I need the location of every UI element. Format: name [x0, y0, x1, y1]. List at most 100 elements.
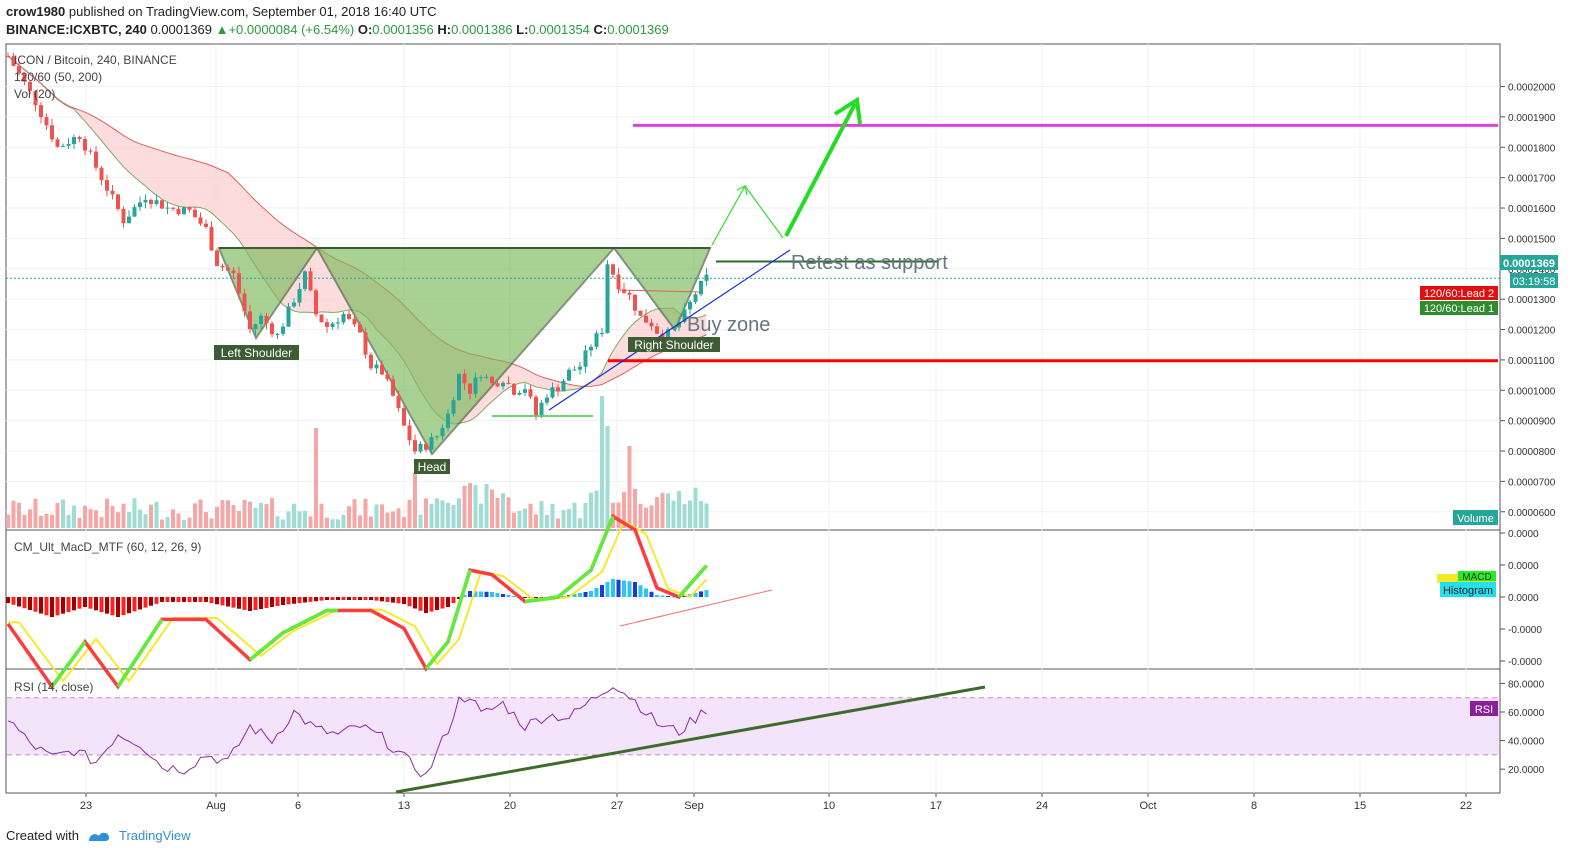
rsi-band-fill — [7, 697, 1499, 755]
ma-fast-line — [7, 55, 707, 425]
macd-histogram-bar — [484, 591, 489, 597]
time-axis[interactable]: 23 Aug 6 13 20 27 Sep 10 17 24 Oct 8 15 22 — [80, 793, 1472, 812]
macd-histogram-bar — [138, 597, 142, 610]
macd-rising-segment — [282, 625, 295, 635]
candle-body — [655, 326, 659, 334]
macd-histogram-bar — [55, 597, 60, 616]
lead1-badge: 120/60:Lead 1 — [1420, 301, 1498, 315]
macd-histogram-bar — [523, 597, 527, 598]
horizontal-levels — [6, 96, 1500, 417]
candle-body — [154, 200, 159, 204]
rsi-series — [7, 685, 986, 794]
volume-bar — [165, 516, 170, 528]
candle-body — [110, 190, 115, 195]
macd-histogram-bar — [479, 591, 483, 597]
volume-bar — [550, 503, 555, 528]
svg-text:Head: Head — [418, 460, 447, 474]
candle-body — [105, 180, 109, 191]
candle-body — [83, 138, 87, 151]
volume-bar — [253, 507, 258, 528]
macd-rising-segment — [72, 640, 87, 658]
macd-histogram-bar — [182, 597, 186, 602]
volume-bar — [154, 501, 159, 528]
volume-bar — [374, 504, 379, 528]
volume-bar — [264, 504, 269, 528]
tradingview-link[interactable]: TradingView — [118, 828, 191, 843]
macd-histogram-bar — [655, 595, 659, 597]
candle-body — [226, 267, 230, 271]
macd-histogram-bar — [270, 597, 274, 607]
candle-body — [572, 369, 577, 371]
candle-body — [198, 217, 203, 224]
candle-body — [534, 396, 538, 415]
macd-histogram-bar — [605, 582, 610, 597]
macd-badge: MACD — [1437, 571, 1496, 583]
volume-bar — [446, 502, 450, 528]
volume-bar — [622, 492, 626, 528]
volume-bar — [193, 503, 197, 528]
candle-body — [638, 310, 643, 316]
macd-rising-segment — [149, 618, 164, 638]
candle-body — [28, 81, 32, 91]
candle-body — [116, 194, 120, 209]
macd-pane[interactable] — [5, 529, 1501, 670]
head-label: Head — [414, 459, 450, 474]
candle-body — [473, 377, 478, 394]
macd-histogram-bar — [649, 591, 654, 597]
macd-tick-label: -0.0000 — [1508, 657, 1542, 668]
candle-body — [693, 294, 698, 302]
volume-bar — [231, 505, 236, 528]
right-shoulder-label: Right Shoulder — [628, 337, 720, 352]
grid-lines — [6, 44, 1500, 793]
macd-histogram-bar — [429, 597, 434, 612]
candle-body — [429, 437, 434, 450]
macd-tick-label: 0.0000 — [1508, 593, 1539, 604]
macd-rising-segment — [50, 670, 65, 688]
price-axis[interactable]: 0.0002000 0.0001900 0.0001800 0.0001700 0.00… — [1500, 83, 1556, 519]
author-name[interactable]: crow1980 — [6, 4, 66, 19]
candle-body — [237, 273, 241, 294]
price-tick-label: 0.0001900 — [1508, 113, 1556, 124]
macd-histogram-bar — [237, 597, 241, 609]
macd-rising-segment — [138, 635, 153, 654]
macd-histogram-bar — [11, 597, 16, 605]
volume-bar — [61, 499, 65, 528]
candle-body — [490, 376, 494, 384]
candle-body — [336, 322, 340, 324]
macd-histogram-bar — [308, 597, 313, 602]
volume-bar — [369, 516, 373, 528]
ma-cloud — [7, 55, 707, 425]
macd-histogram-bar — [198, 597, 203, 602]
candle-body — [127, 216, 131, 224]
candle-body — [649, 322, 654, 327]
macd-histogram-bar — [633, 582, 637, 597]
candle-body — [435, 436, 439, 438]
volume-bar — [121, 503, 126, 528]
volume-bar — [303, 510, 307, 528]
volume-bar — [187, 517, 192, 528]
candle-body — [11, 56, 16, 66]
macd-histogram-bar — [209, 597, 214, 604]
macd-histogram-bar — [330, 597, 335, 600]
candle-body — [418, 443, 423, 452]
macd-histogram-bar — [341, 597, 346, 600]
candle-body — [440, 427, 445, 437]
macd-histogram-bar — [253, 597, 258, 610]
macd-histogram-bar — [693, 592, 698, 597]
lead2-badge: 120/60:Lead 2 — [1420, 286, 1498, 300]
candle-body — [39, 105, 43, 118]
target-arrowhead — [833, 96, 862, 125]
candle-body — [495, 383, 500, 387]
candle-body — [259, 315, 263, 325]
volume-bar — [308, 516, 313, 528]
candle-body — [446, 413, 450, 428]
volume-bar — [363, 498, 368, 528]
time-tick-label: 15 — [1354, 800, 1366, 812]
volume-bar — [50, 514, 54, 528]
candle-body — [385, 374, 390, 380]
price-tick-label: 0.0001500 — [1508, 234, 1556, 245]
macd-histogram-bar — [407, 597, 412, 607]
macd-tick-label: 0.0000 — [1508, 561, 1539, 572]
macd-histogram-bar — [589, 591, 593, 597]
